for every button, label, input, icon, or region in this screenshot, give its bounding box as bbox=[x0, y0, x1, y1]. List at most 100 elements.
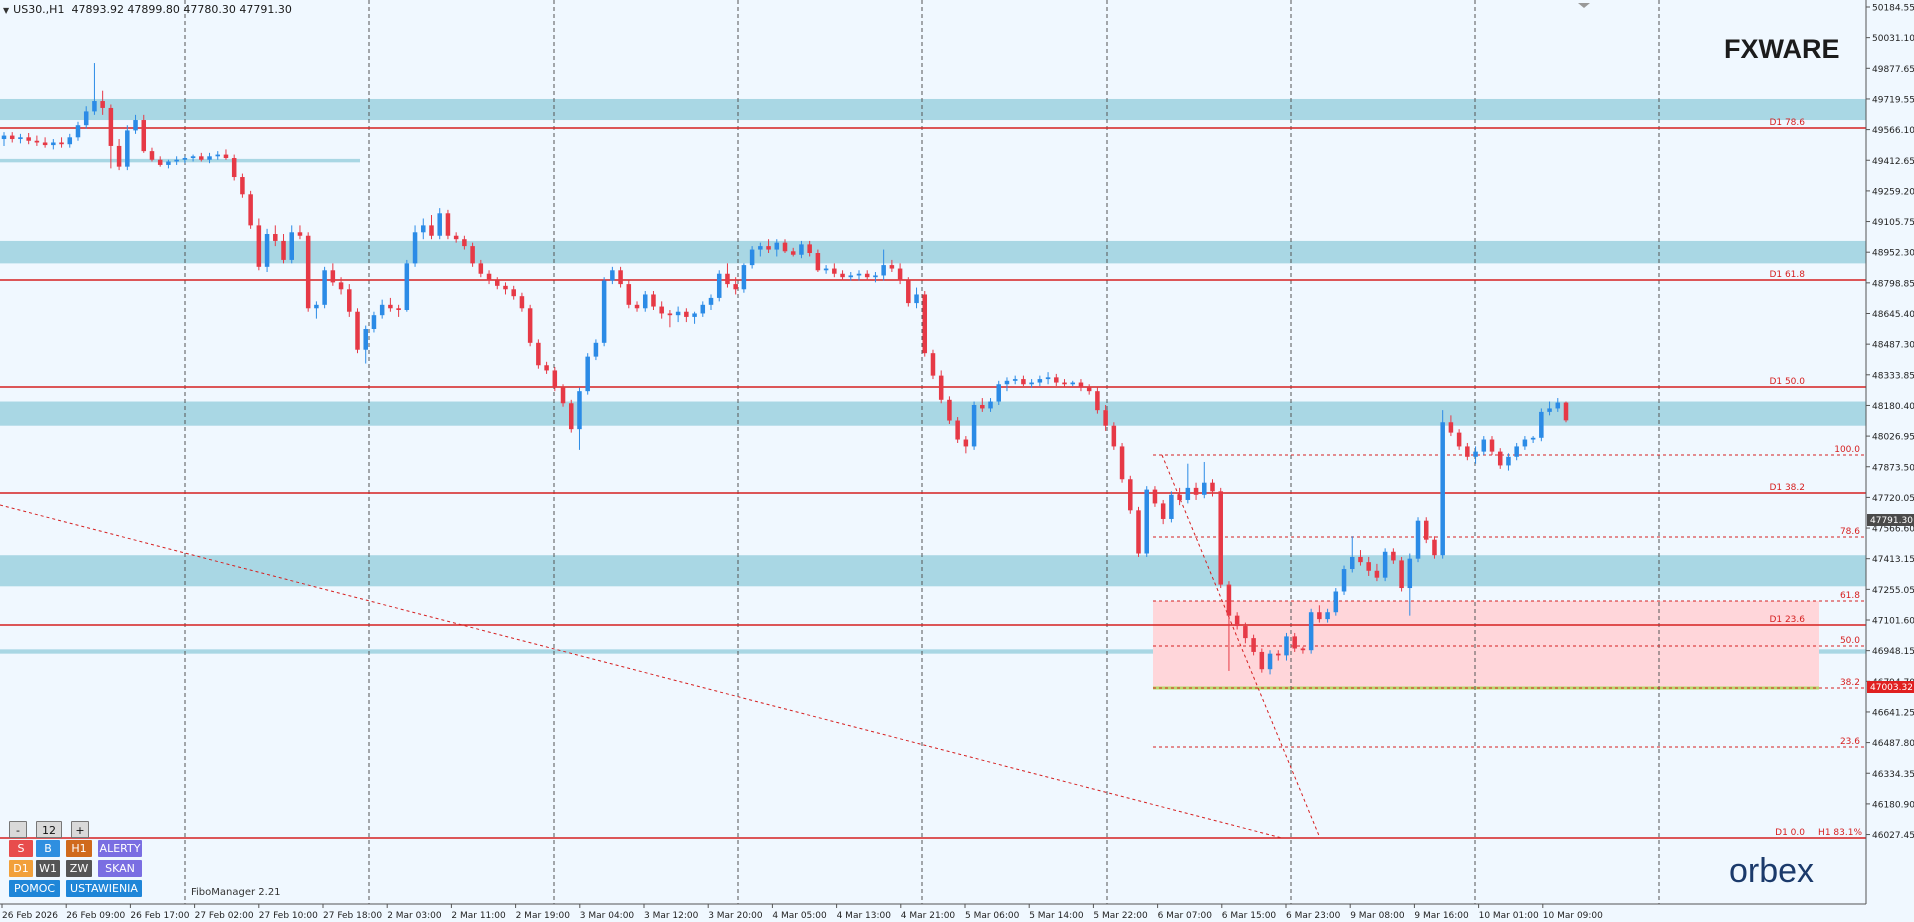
candle-body bbox=[1169, 494, 1174, 519]
candle-body bbox=[733, 284, 738, 290]
candle-body bbox=[1128, 479, 1133, 511]
candle-body bbox=[906, 280, 911, 304]
candle-body bbox=[9, 135, 15, 140]
candle-body bbox=[1465, 446, 1470, 457]
settings-button[interactable]: USTAWIENIA bbox=[66, 880, 142, 897]
candle-body bbox=[1481, 439, 1487, 452]
price-label: 46948.15 bbox=[1872, 647, 1914, 657]
time-label: 26 Feb 2026 bbox=[2, 911, 58, 921]
candle-body bbox=[519, 296, 525, 309]
time-label: 5 Mar 14:00 bbox=[1029, 911, 1084, 921]
time-label: 10 Mar 09:00 bbox=[1543, 911, 1603, 921]
candle-body bbox=[1243, 626, 1248, 639]
candle-body bbox=[149, 151, 155, 160]
candle-body bbox=[1382, 551, 1388, 578]
d1-button[interactable]: D1 bbox=[9, 860, 33, 877]
candle-body bbox=[1152, 489, 1158, 504]
candle-body bbox=[864, 273, 870, 278]
candle-body bbox=[782, 242, 788, 252]
candle-body bbox=[1029, 382, 1034, 385]
time-label: 27 Feb 02:00 bbox=[195, 911, 254, 921]
candle-body bbox=[108, 107, 114, 146]
candle-body bbox=[1177, 494, 1182, 500]
d1-level-label: D1 38.2 bbox=[1769, 483, 1805, 493]
candle-body bbox=[404, 263, 410, 311]
candle-body bbox=[1317, 612, 1322, 620]
candle-body bbox=[453, 235, 459, 240]
fxware-logo: FXWARE bbox=[1724, 34, 1840, 64]
candle-body bbox=[1448, 422, 1454, 433]
fibomanager-label: FiboManager 2.21 bbox=[191, 887, 281, 898]
help-button[interactable]: POMOC bbox=[9, 880, 60, 897]
scroll-marker-icon[interactable] bbox=[1578, 3, 1590, 8]
time-label: 6 Mar 07:00 bbox=[1158, 911, 1213, 921]
candle-body bbox=[1144, 489, 1149, 554]
candle-body bbox=[749, 249, 755, 266]
time-label: 9 Mar 08:00 bbox=[1350, 911, 1405, 921]
decrement-button[interactable]: - bbox=[9, 821, 27, 838]
candle-body bbox=[832, 268, 837, 274]
w1-button[interactable]: W1 bbox=[36, 860, 60, 877]
candle-body bbox=[1202, 482, 1207, 495]
period-value-field[interactable]: 12 bbox=[36, 821, 62, 838]
sell-button[interactable]: S bbox=[9, 840, 33, 857]
price-label: 49259.20 bbox=[1872, 187, 1914, 197]
h1-fib-label: 100.0 bbox=[1834, 445, 1860, 455]
h1-level-label: H1 83.1% bbox=[1818, 828, 1862, 838]
candle-body bbox=[511, 289, 516, 297]
d1-level-label: D1 61.8 bbox=[1769, 270, 1805, 280]
candle-body bbox=[577, 391, 582, 430]
candle-body bbox=[1325, 612, 1330, 620]
candle-body bbox=[873, 275, 878, 278]
time-label: 5 Mar 22:00 bbox=[1093, 911, 1148, 921]
candle-body bbox=[642, 294, 648, 309]
h1-button[interactable]: H1 bbox=[66, 840, 92, 857]
candle-body bbox=[1062, 382, 1067, 385]
alerts-button[interactable]: ALERTY bbox=[98, 840, 142, 857]
fxware-text: FXWARE bbox=[1724, 34, 1840, 64]
candle-body bbox=[322, 270, 327, 305]
candle-body bbox=[1160, 503, 1166, 519]
candle-body bbox=[1514, 446, 1519, 457]
candle-body bbox=[560, 387, 566, 404]
buy-button[interactable]: B bbox=[36, 840, 60, 857]
marker-price-label: 47003.32 bbox=[1870, 683, 1913, 693]
time-label: 27 Feb 18:00 bbox=[323, 911, 382, 921]
candle-body bbox=[412, 232, 418, 264]
price-zone bbox=[0, 158, 360, 163]
collapse-triangle-icon[interactable]: ▼ bbox=[3, 6, 10, 15]
candle-body bbox=[207, 156, 212, 160]
candle-body bbox=[1349, 556, 1355, 570]
candle-body bbox=[716, 273, 722, 298]
candle-body bbox=[527, 308, 533, 343]
candle-body bbox=[980, 404, 985, 409]
d1-level-label: D1 50.0 bbox=[1769, 377, 1805, 387]
candle-body bbox=[67, 137, 73, 145]
time-label: 6 Mar 23:00 bbox=[1286, 911, 1341, 921]
candle-body bbox=[938, 375, 944, 400]
candle-body bbox=[1497, 451, 1503, 466]
time-axis: 26 Feb 2026 26 Feb 09:00 26 Feb 17:00 27 Fe… bbox=[1, 904, 1603, 921]
candle-body bbox=[133, 120, 138, 131]
candle-body bbox=[437, 213, 442, 236]
price-label: 47720.05 bbox=[1872, 494, 1914, 504]
scan-button[interactable]: SKAN bbox=[98, 860, 142, 877]
candle-body bbox=[1432, 539, 1437, 556]
increment-button[interactable]: + bbox=[71, 821, 89, 838]
candle-body bbox=[92, 101, 97, 112]
candle-body bbox=[1300, 648, 1306, 651]
candle-body bbox=[478, 263, 484, 274]
candle-body bbox=[1267, 653, 1273, 670]
candle-body bbox=[684, 311, 689, 317]
candle-body bbox=[1054, 377, 1059, 383]
price-zone bbox=[0, 240, 1866, 264]
candle-body bbox=[1037, 379, 1043, 383]
candle-body bbox=[1506, 456, 1511, 466]
candle-body bbox=[774, 242, 780, 250]
candle-body bbox=[815, 253, 821, 271]
candle-body bbox=[700, 304, 706, 314]
price-label: 49566.10 bbox=[1872, 126, 1914, 136]
zw-button[interactable]: ZW bbox=[66, 860, 92, 877]
price-label: 46180.90 bbox=[1872, 800, 1914, 810]
